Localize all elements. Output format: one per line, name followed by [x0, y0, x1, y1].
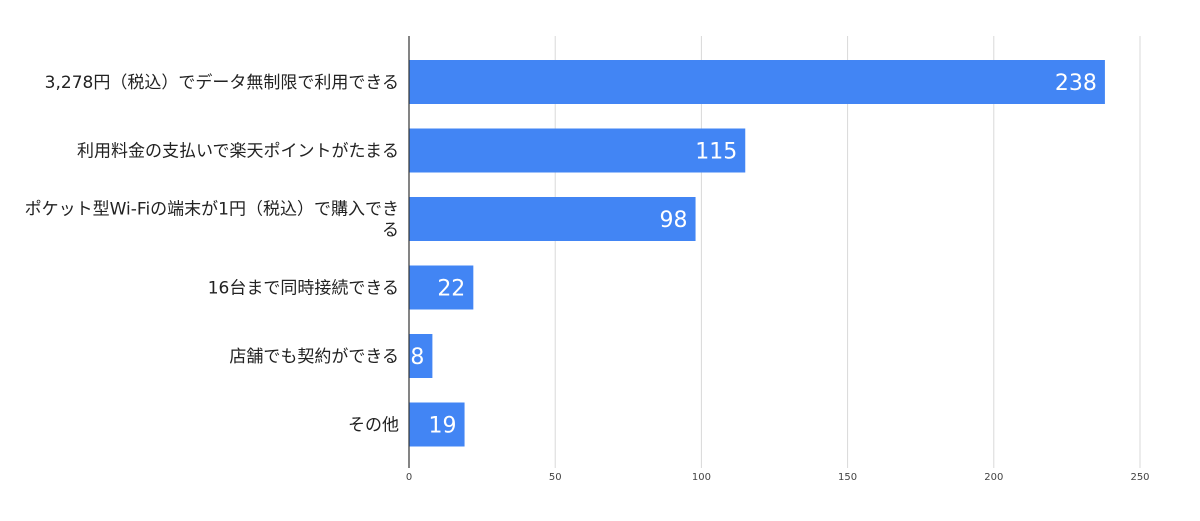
category-label-1: 利用料金の支払いで楽天ポイントがたまる	[77, 142, 399, 162]
category-label-3: 16台まで同時接続できる	[208, 279, 399, 299]
category-label-2-line-0: ポケット型Wi-Fiの端末が1円（税込）で購入でき	[25, 200, 399, 220]
bars	[409, 60, 1105, 447]
bar-0	[409, 60, 1105, 104]
x-tick-label-100: 100	[692, 472, 711, 483]
x-tick-label-50: 50	[549, 472, 562, 483]
category-labels: 3,278円（税込）でデータ無制限で利用できる利用料金の支払いで楽天ポイントがた…	[25, 72, 399, 436]
bar-3	[409, 265, 474, 310]
x-tick-label-250: 250	[1130, 472, 1149, 483]
value-label-0: 238	[1055, 71, 1097, 96]
gridlines	[554, 36, 1141, 468]
value-label-2: 98	[660, 208, 688, 233]
value-label-1: 115	[695, 140, 737, 165]
x-tick-labels: 0 50 100 150 200 250	[406, 472, 1150, 483]
bar-1	[409, 128, 746, 173]
category-label-0: 3,278円（税込）でデータ無制限で利用できる	[45, 72, 399, 93]
category-label-5: その他	[348, 416, 399, 436]
value-labels: 238 115 98 22 8 19	[410, 71, 1097, 439]
value-label-3: 22	[437, 277, 465, 302]
x-tick-label-200: 200	[984, 472, 1003, 483]
value-label-4: 8	[410, 345, 424, 370]
category-label-2-line-1: る	[382, 221, 399, 241]
bar-4	[409, 334, 433, 378]
bar-2	[409, 197, 696, 241]
value-label-5: 19	[429, 414, 457, 439]
x-tick-label-0: 0	[406, 472, 412, 483]
category-label-4: 店舗でも契約ができる	[229, 347, 399, 367]
x-tick-label-150: 150	[838, 472, 857, 483]
bar-5	[409, 402, 465, 447]
